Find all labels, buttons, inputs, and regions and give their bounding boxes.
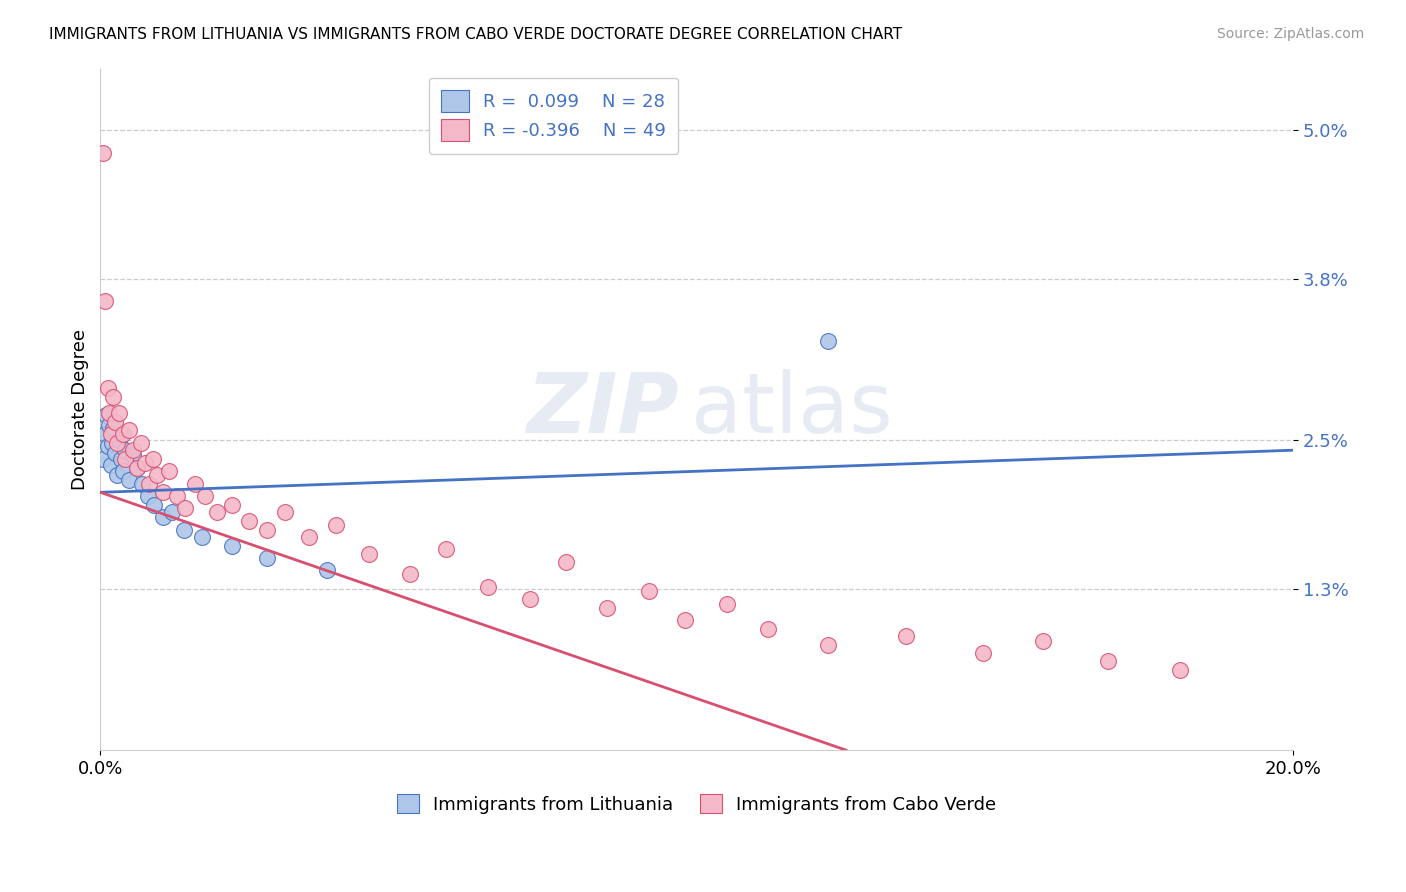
Point — [108, 406, 131, 420]
Point — [94, 294, 117, 309]
Point — [114, 451, 136, 466]
Point — [111, 464, 134, 478]
Point — [114, 443, 136, 458]
Point — [298, 530, 321, 544]
Point — [136, 489, 159, 503]
Point — [183, 476, 205, 491]
Point — [105, 435, 128, 450]
Point — [596, 600, 619, 615]
Point — [138, 476, 160, 491]
Point — [103, 421, 125, 435]
Point — [256, 523, 278, 537]
Point — [174, 501, 197, 516]
Point — [894, 629, 917, 643]
Point — [972, 647, 994, 661]
Point — [638, 584, 661, 599]
Point — [194, 489, 217, 503]
Point — [103, 390, 125, 404]
Point — [756, 622, 779, 636]
Point — [554, 555, 576, 569]
Point — [104, 415, 127, 429]
Point — [96, 440, 118, 454]
Text: IMMIGRANTS FROM LITHUANIA VS IMMIGRANTS FROM CABO VERDE DOCTORATE DEGREE CORRELA: IMMIGRANTS FROM LITHUANIA VS IMMIGRANTS … — [49, 27, 903, 42]
Point — [173, 523, 195, 537]
Point — [146, 467, 169, 482]
Point — [1168, 663, 1191, 677]
Point — [160, 505, 183, 519]
Point — [190, 530, 212, 544]
Point — [96, 381, 118, 395]
Point — [221, 539, 243, 553]
Point — [131, 476, 153, 491]
Point — [104, 445, 127, 459]
Point — [129, 435, 152, 450]
Point — [122, 443, 145, 458]
Point — [127, 460, 149, 475]
Point — [152, 510, 174, 524]
Point — [274, 505, 297, 519]
Point — [673, 613, 696, 627]
Point — [98, 418, 121, 433]
Point — [91, 451, 114, 466]
Point — [399, 567, 422, 582]
Point — [357, 547, 380, 561]
Point — [110, 451, 132, 466]
Point — [152, 485, 174, 500]
Point — [316, 563, 339, 577]
Text: atlas: atlas — [690, 368, 893, 450]
Point — [142, 451, 165, 466]
Point — [122, 448, 145, 462]
Point — [100, 458, 122, 472]
Point — [94, 427, 117, 442]
Point — [111, 427, 134, 442]
Point — [157, 464, 180, 478]
Point — [238, 514, 260, 528]
Point — [143, 498, 166, 512]
Text: Source: ZipAtlas.com: Source: ZipAtlas.com — [1216, 27, 1364, 41]
Point — [91, 145, 114, 160]
Point — [134, 456, 156, 470]
Point — [118, 423, 141, 437]
Point — [127, 460, 149, 475]
Point — [817, 638, 839, 652]
Point — [96, 409, 118, 423]
Point — [477, 580, 499, 594]
Point — [101, 435, 124, 450]
Point — [434, 542, 457, 557]
Point — [1097, 654, 1119, 668]
Point — [519, 591, 541, 606]
Point — [166, 489, 188, 503]
Point — [100, 427, 122, 442]
Point — [205, 505, 228, 519]
Point — [221, 498, 243, 512]
Point — [108, 434, 131, 448]
Legend: Immigrants from Lithuania, Immigrants from Cabo Verde: Immigrants from Lithuania, Immigrants fr… — [388, 786, 1005, 822]
Point — [118, 473, 141, 487]
Point — [105, 467, 128, 482]
Y-axis label: Doctorate Degree: Doctorate Degree — [72, 329, 89, 490]
Point — [1032, 634, 1054, 648]
Point — [325, 517, 347, 532]
Point — [716, 597, 738, 611]
Point — [817, 334, 839, 348]
Text: ZIP: ZIP — [526, 368, 679, 450]
Point — [98, 406, 121, 420]
Point — [256, 551, 278, 566]
